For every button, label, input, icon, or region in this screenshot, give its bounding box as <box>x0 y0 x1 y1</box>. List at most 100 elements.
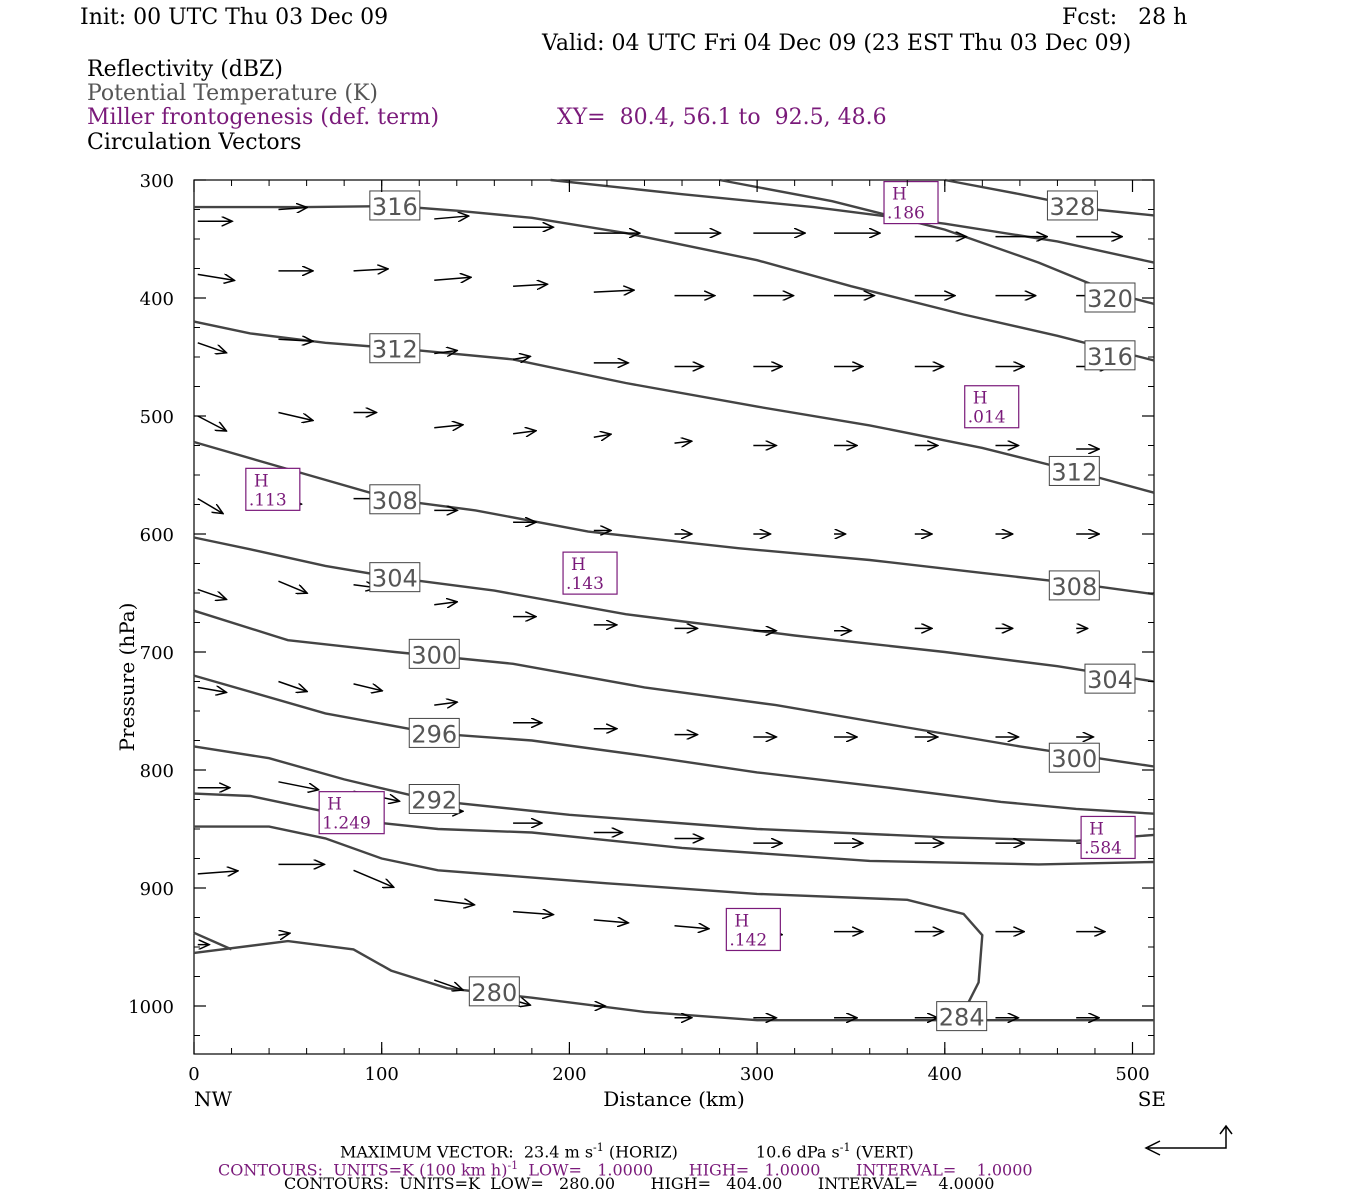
field-reflectivity: Reflectivity (dBZ) <box>87 57 283 82</box>
circulation-vector-arrow <box>278 580 307 593</box>
y-axis-title: Pressure (hPa) <box>115 603 139 752</box>
x-tick-label: 0 <box>188 1064 199 1085</box>
footer-contours-frontogenesis: CONTOURS: UNITS=K (100 km h)-1 LOW= 1.00… <box>218 1159 1033 1180</box>
contour-label: 316 <box>372 193 418 221</box>
contour-labels: 328 320 316 316 312 312 308 308 304 304 300 300 296 2… <box>369 190 1136 1032</box>
frontogenesis-letter: H <box>734 911 749 931</box>
x-end-label-nw: NW <box>194 1087 233 1111</box>
frontogenesis-value: .014 <box>968 408 1006 428</box>
theta-contours <box>193 178 1155 1022</box>
y-tick-label: 400 <box>140 289 174 310</box>
contour-label: 304 <box>1087 666 1133 694</box>
frontogenesis-value: .113 <box>249 490 287 510</box>
y-tick-label: 700 <box>140 643 174 664</box>
frontogenesis-value: .143 <box>566 574 604 594</box>
circulation-vector-arrow <box>197 342 227 353</box>
circulation-vector-arrow <box>197 588 227 599</box>
forecast-hour: Fcst: 28 h <box>1062 5 1188 30</box>
frontogenesis-box <box>1080 815 1136 860</box>
contour-label-box <box>1048 455 1100 486</box>
contour-label-box <box>369 190 421 221</box>
contour-label-box <box>408 638 460 669</box>
circulation-vector-arrow <box>434 277 471 280</box>
contour-label-box <box>369 333 421 364</box>
contour-label-box <box>1084 282 1136 313</box>
circulation-vector-arrow <box>278 781 318 790</box>
contour-label-box <box>369 562 421 593</box>
circulation-vector-arrow <box>513 912 553 915</box>
contour-label-box <box>1048 570 1100 601</box>
footer-contours-theta: CONTOURS: UNITS=K LOW= 280.00 HIGH= 404.… <box>284 1174 995 1193</box>
circulation-vector-arrow <box>197 415 227 431</box>
contour-label: 292 <box>411 787 457 815</box>
frontogenesis-box <box>964 385 1020 429</box>
circulation-vector-arrow <box>593 434 611 437</box>
theta-contour-line <box>193 674 1155 815</box>
theta-contour-line <box>193 745 1155 843</box>
circulation-vector-arrow <box>434 900 474 905</box>
contour-label-box <box>408 717 460 748</box>
frontogenesis-letter: H <box>973 389 988 409</box>
frontogenesis-box <box>562 551 618 595</box>
frontogenesis-box <box>883 181 939 225</box>
theta-contour-line <box>194 204 1155 362</box>
y-tick-label: 500 <box>140 407 174 428</box>
contour-label: 320 <box>1087 285 1133 313</box>
contour-label-box <box>1084 663 1136 694</box>
circulation-vector-arrow <box>434 425 463 428</box>
contour-label: 308 <box>372 487 418 515</box>
contour-label-box <box>369 484 421 515</box>
cross-section-endpoints: XY= 80.4, 56.1 to 92.5, 48.6 <box>557 105 887 130</box>
field-frontogenesis: Miller frontogenesis (def. term) <box>87 105 440 130</box>
y-tick-label: 1000 <box>128 997 174 1018</box>
frontogenesis-value: 1.249 <box>322 814 371 834</box>
reference-vector-icon <box>1144 1124 1233 1156</box>
plot-frame <box>193 179 1155 1055</box>
circulation-vector-arrow <box>512 356 530 359</box>
frontogenesis-value: .584 <box>1084 838 1122 858</box>
footer-max-vector: MAXIMUM VECTOR: 23.4 m s-1 (HORIZ) 10.6 d… <box>340 1141 914 1162</box>
contour-label: 304 <box>372 565 418 593</box>
theta-contour-line <box>193 320 1155 494</box>
frontogenesis-box <box>725 907 781 952</box>
circulation-vector-arrow <box>434 350 457 353</box>
frontogenesis-letter: H <box>1089 819 1104 839</box>
frontogenesis-box <box>245 467 301 511</box>
theta-contour-line <box>193 931 232 951</box>
circulation-vector-arrow <box>434 702 457 705</box>
circulation-vector-arrow <box>197 273 235 280</box>
theta-contour-line <box>193 536 1155 683</box>
frontogenesis-letter: H <box>327 795 342 815</box>
circulation-vector-arrow <box>434 602 457 605</box>
frontogenesis-letter: H <box>892 185 907 205</box>
field-potential-temperature: Potential Temperature (K) <box>87 81 378 106</box>
circulation-vector-arrow <box>434 979 463 990</box>
circulation-vector-arrow <box>278 933 290 935</box>
circulation-vector-arrow <box>593 290 634 292</box>
circulation-vector-arrow <box>197 687 227 692</box>
circulation-vector-arrow <box>353 869 394 887</box>
contour-label: 300 <box>411 641 457 669</box>
circulation-vector-arrow <box>278 208 307 210</box>
contour-label-box <box>1046 190 1098 221</box>
contour-label: 312 <box>372 336 418 364</box>
frontogenesis-letter: H <box>571 555 586 575</box>
y-tick-label: 800 <box>140 761 174 782</box>
contour-label: 284 <box>939 1004 985 1032</box>
contour-label-box <box>468 976 520 1007</box>
init-time: Init: 00 UTC Thu 03 Dec 09 <box>80 5 389 30</box>
x-tick-label: 400 <box>928 1064 962 1085</box>
theta-contour-line <box>193 609 1155 768</box>
contour-label: 328 <box>1050 193 1096 221</box>
contour-label: 300 <box>1051 745 1097 773</box>
circulation-vector-arrow <box>512 431 536 434</box>
y-tick-label: 900 <box>140 879 174 900</box>
circulation-vector-arrow <box>353 269 389 271</box>
x-tick-label: 100 <box>365 1064 399 1085</box>
theta-contour-line <box>193 440 1155 596</box>
contour-label: 308 <box>1051 573 1097 601</box>
contour-label: 316 <box>1087 343 1133 371</box>
frontogenesis-letter: H <box>254 471 269 491</box>
